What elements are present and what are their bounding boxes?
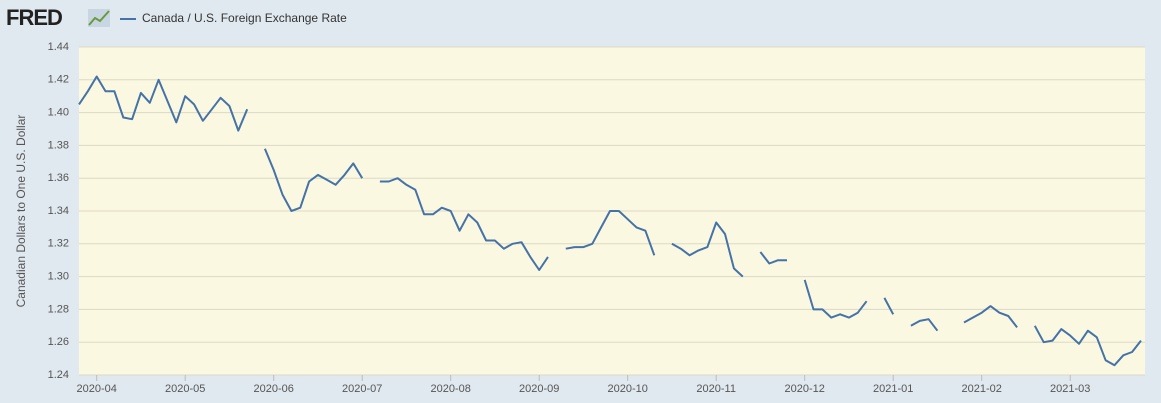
y-axis-label: Canadian Dollars to One U.S. Dollar — [14, 115, 28, 308]
y-tick-label: 1.30 — [48, 271, 69, 283]
x-tick-label: 2021-03 — [1050, 383, 1090, 395]
x-tick-label: 2020-12 — [785, 383, 825, 395]
legend-label: Canada / U.S. Foreign Exchange Rate — [142, 11, 347, 25]
y-tick-label: 1.36 — [48, 172, 69, 184]
x-tick-label: 2020-07 — [342, 383, 382, 395]
y-tick-label: 1.44 — [48, 41, 69, 53]
y-tick-label: 1.32 — [48, 238, 69, 250]
y-tick-label: 1.26 — [48, 336, 69, 348]
x-tick-label: 2020-11 — [696, 383, 736, 395]
x-tick-label: 2020-05 — [165, 383, 205, 395]
fred-logo[interactable]: FRED — [6, 5, 63, 30]
x-tick-label: 2021-02 — [962, 383, 1002, 395]
y-tick-label: 1.34 — [48, 205, 69, 217]
logo-icon — [88, 9, 110, 27]
x-tick-label: 2020-08 — [431, 383, 471, 395]
series-line — [78, 75, 1142, 367]
x-tick-label: 2021-01 — [873, 383, 913, 395]
x-tick-label: 2020-04 — [77, 383, 117, 395]
x-tick-label: 2020-09 — [519, 383, 559, 395]
y-tick-label: 1.38 — [48, 139, 69, 151]
y-tick-label: 1.42 — [48, 74, 69, 86]
x-tick-label: 2020-10 — [608, 383, 648, 395]
y-tick-label: 1.28 — [48, 303, 69, 315]
y-tick-label: 1.24 — [48, 369, 69, 381]
x-tick-label: 2020-06 — [254, 383, 294, 395]
y-tick-label: 1.40 — [48, 107, 69, 119]
